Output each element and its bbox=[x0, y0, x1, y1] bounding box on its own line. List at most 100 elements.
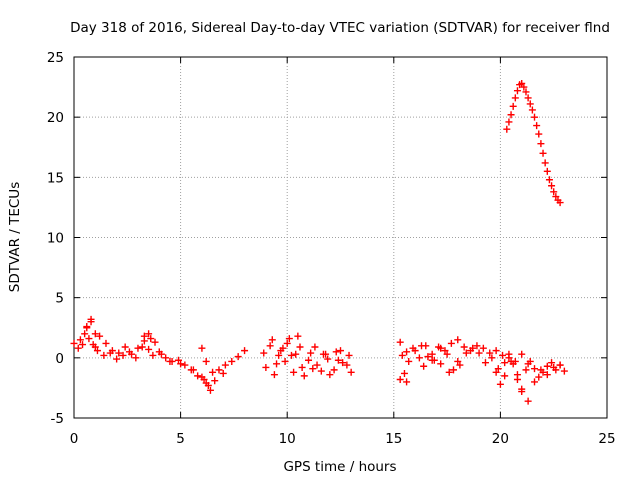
data-point bbox=[138, 343, 146, 351]
data-point bbox=[428, 350, 436, 358]
data-point bbox=[151, 338, 159, 346]
data-point bbox=[305, 356, 313, 364]
data-point bbox=[202, 379, 210, 387]
data-point bbox=[221, 361, 229, 369]
data-point bbox=[345, 351, 353, 359]
data-point bbox=[513, 87, 521, 95]
data-points bbox=[70, 79, 568, 405]
data-point bbox=[100, 351, 108, 359]
data-point bbox=[300, 372, 308, 380]
data-point bbox=[492, 368, 500, 376]
data-point bbox=[102, 339, 110, 347]
x-tick-label: 20 bbox=[492, 431, 509, 447]
data-point bbox=[488, 354, 496, 362]
data-point bbox=[552, 193, 560, 201]
data-point bbox=[454, 336, 462, 344]
data-point bbox=[543, 167, 551, 175]
data-point bbox=[91, 330, 99, 338]
data-point bbox=[298, 363, 306, 371]
data-point bbox=[539, 149, 547, 157]
data-point bbox=[177, 360, 185, 368]
data-point bbox=[462, 349, 470, 357]
data-point bbox=[400, 369, 408, 377]
data-point bbox=[496, 380, 504, 388]
data-point bbox=[503, 125, 511, 133]
data-point bbox=[560, 367, 568, 375]
data-point bbox=[93, 347, 101, 355]
data-point bbox=[445, 368, 453, 376]
data-point bbox=[405, 357, 413, 365]
data-point bbox=[343, 361, 351, 369]
data-point bbox=[313, 361, 321, 369]
data-point bbox=[535, 130, 543, 138]
data-point bbox=[87, 315, 95, 323]
data-point bbox=[428, 356, 436, 364]
data-point bbox=[294, 332, 302, 340]
data-point bbox=[157, 350, 165, 358]
data-point bbox=[520, 83, 528, 91]
data-point bbox=[285, 335, 293, 343]
data-point bbox=[443, 350, 451, 358]
data-point bbox=[550, 363, 558, 371]
data-point bbox=[181, 361, 189, 369]
data-point bbox=[275, 351, 283, 359]
data-point bbox=[411, 347, 419, 355]
data-point bbox=[292, 350, 300, 358]
data-point bbox=[198, 344, 206, 352]
data-point bbox=[85, 335, 93, 343]
data-point bbox=[501, 359, 509, 367]
data-point bbox=[535, 373, 543, 381]
data-point bbox=[174, 356, 182, 364]
data-point bbox=[91, 343, 99, 351]
data-point bbox=[447, 339, 455, 347]
data-point bbox=[324, 355, 332, 363]
data-point bbox=[134, 344, 142, 352]
data-point bbox=[166, 357, 174, 365]
data-point bbox=[548, 359, 556, 367]
data-point bbox=[415, 354, 423, 362]
data-point bbox=[83, 323, 91, 331]
data-point bbox=[396, 338, 404, 346]
data-point bbox=[437, 360, 445, 368]
data-point bbox=[418, 342, 426, 350]
axis-ticks: 0 5 10 15 20 25 -5 0 5 10 15 20 25 bbox=[47, 50, 616, 447]
data-point bbox=[531, 113, 539, 121]
data-point bbox=[511, 94, 519, 102]
data-point bbox=[273, 360, 281, 368]
grid-lines bbox=[74, 57, 607, 418]
data-point bbox=[509, 102, 517, 110]
y-tick-label: 25 bbox=[47, 50, 64, 66]
data-point bbox=[145, 330, 153, 338]
data-point bbox=[556, 361, 564, 369]
x-tick-label: 5 bbox=[176, 431, 185, 447]
x-tick-label: 25 bbox=[598, 431, 615, 447]
data-point bbox=[526, 357, 534, 365]
data-point bbox=[533, 122, 541, 130]
data-point bbox=[524, 397, 532, 405]
data-point bbox=[403, 378, 411, 386]
data-point bbox=[469, 344, 477, 352]
data-point bbox=[473, 342, 481, 350]
data-point bbox=[79, 341, 87, 349]
data-point bbox=[398, 351, 406, 359]
data-point bbox=[106, 349, 114, 357]
y-tick-label: 10 bbox=[47, 231, 64, 247]
data-point bbox=[524, 94, 532, 102]
x-tick-label: 0 bbox=[70, 431, 79, 447]
data-point bbox=[481, 359, 489, 367]
data-point bbox=[234, 353, 242, 361]
data-point bbox=[522, 88, 530, 96]
data-point bbox=[518, 350, 526, 358]
data-point bbox=[70, 339, 78, 347]
data-point bbox=[543, 362, 551, 370]
data-point bbox=[189, 366, 197, 374]
data-point bbox=[215, 366, 223, 374]
data-point bbox=[147, 335, 155, 343]
data-point bbox=[479, 344, 487, 352]
data-point bbox=[113, 355, 121, 363]
data-point bbox=[528, 106, 536, 114]
data-point bbox=[287, 351, 295, 359]
y-tick-label: 5 bbox=[55, 291, 64, 307]
data-point bbox=[119, 351, 127, 359]
